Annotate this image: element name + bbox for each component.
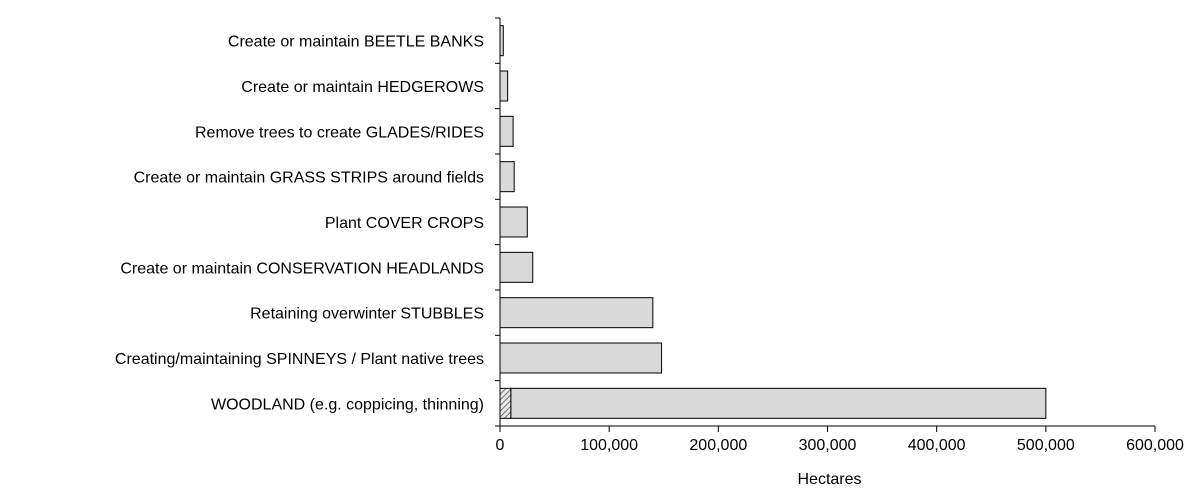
- bar-value-7: [500, 343, 662, 373]
- bar-value-6: [500, 298, 653, 328]
- x-tick-label: 100,000: [580, 437, 638, 454]
- category-label: WOODLAND (e.g. coppicing, thinning): [211, 396, 484, 413]
- bar-value-3: [500, 162, 514, 192]
- category-label: Plant COVER CROPS: [325, 215, 484, 232]
- category-label: Create or maintain CONSERVATION HEADLAND…: [120, 260, 484, 277]
- category-label: Remove trees to create GLADES/RIDES: [195, 124, 484, 141]
- bar-value-5: [500, 252, 533, 282]
- bar-value-1: [500, 71, 508, 101]
- category-label: Creating/maintaining SPINNEYS / Plant na…: [115, 351, 484, 368]
- y-axis: [495, 18, 500, 426]
- category-label: Create or maintain GRASS STRIPS around f…: [134, 170, 484, 187]
- bar-value-8: [511, 388, 1046, 418]
- bar-value-2: [500, 116, 513, 146]
- x-tick-label: 300,000: [799, 437, 857, 454]
- category-labels: Create or maintain BEETLE BANKS Create or…: [115, 34, 484, 414]
- x-tick-label: 600,000: [1126, 437, 1184, 454]
- category-label: Create or maintain HEDGEROWS: [241, 79, 484, 96]
- x-tick-label: 0: [496, 437, 505, 454]
- bar-hatched-segment-8: [500, 388, 511, 418]
- bar-value-4: [500, 207, 527, 237]
- x-axis-title: Hectares: [797, 471, 861, 488]
- x-axis: 0 100,000 200,000 300,000 400,000 500,000 600,…: [496, 426, 1184, 454]
- x-tick-label: 400,000: [908, 437, 966, 454]
- x-tick-label: 200,000: [689, 437, 747, 454]
- bars-group: [500, 26, 1046, 419]
- category-label: Retaining overwinter STUBBLES: [250, 306, 484, 323]
- category-label: Create or maintain BEETLE BANKS: [228, 34, 484, 51]
- x-tick-label: 500,000: [1017, 437, 1075, 454]
